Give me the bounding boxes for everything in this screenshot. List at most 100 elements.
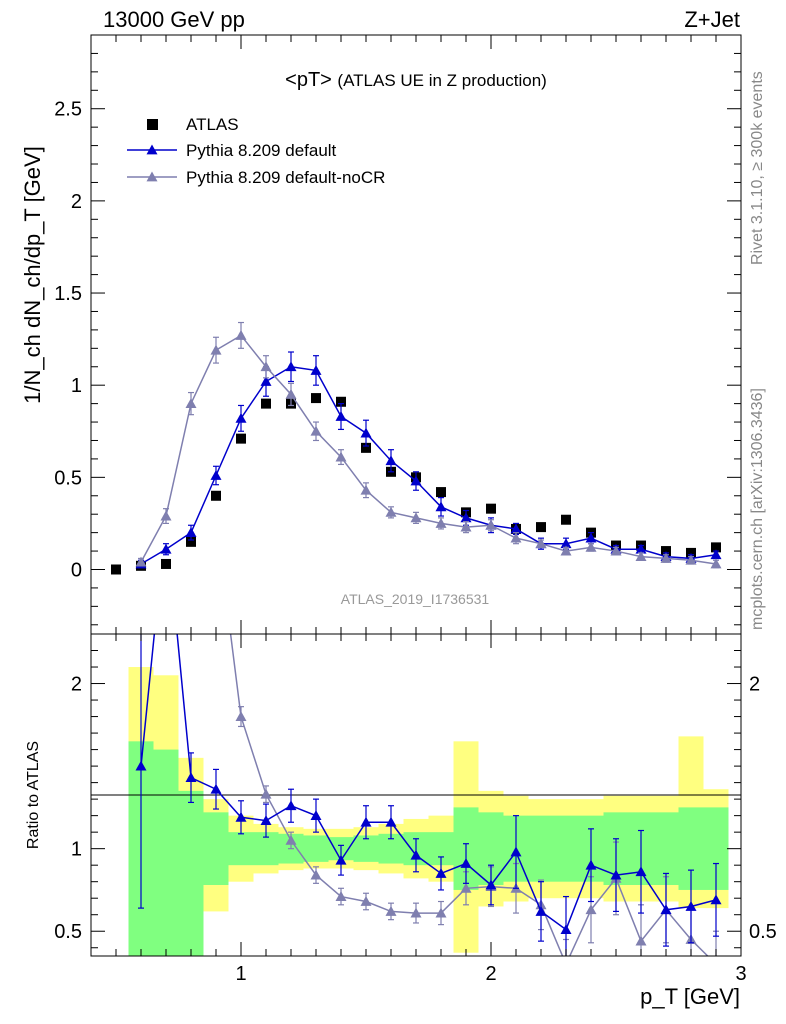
main-y-tick-label: 1 (71, 375, 82, 397)
main-point (535, 538, 547, 549)
x-tick-label: 3 (735, 963, 746, 985)
ratio-point (535, 905, 547, 916)
main-data-marks (111, 321, 722, 575)
ratio-point (710, 894, 722, 905)
main-point (435, 517, 447, 528)
ratio-point (211, 513, 222, 523)
ratio-point (185, 772, 197, 783)
main-point (335, 411, 347, 421)
main-point (310, 364, 322, 375)
ratio-point (460, 882, 472, 893)
ratio-point (635, 866, 647, 877)
main-point (485, 519, 497, 530)
main-point (635, 543, 647, 554)
main-y-tick-label: 0.5 (54, 467, 82, 489)
main-point (260, 375, 272, 386)
legend-label: Pythia 8.209 default (186, 141, 337, 160)
legend-swatch (146, 144, 158, 155)
legend-item-0: ATLAS (147, 115, 239, 134)
ratio-point (435, 867, 447, 878)
ratio-point (285, 800, 297, 811)
ratio-point (285, 834, 297, 845)
main-y-tick-label: 2.5 (54, 99, 82, 121)
main-point (561, 514, 571, 525)
ratio-point (235, 811, 247, 822)
legend: ATLAS Pythia 8.209 default Pythia 8.209 de… (127, 115, 385, 187)
ratio-point (510, 846, 522, 857)
main-point (210, 469, 222, 480)
main-point (185, 527, 197, 538)
main-ticks: 0 0.5 1 1.5 2 2.5 (54, 35, 742, 634)
legend-label: ATLAS (186, 115, 239, 134)
main-panel: 0 0.5 1 1.5 2 2.5 <pT> (ATLAS UE in Z product… (20, 34, 742, 635)
main-point (161, 558, 171, 569)
legend-item-1: Pythia 8.209 default (127, 141, 337, 160)
ratio-point (585, 904, 597, 915)
side-label-mcplots: mcplots.cern.ch [arXiv:1306.3436] (749, 388, 766, 630)
main-point (185, 398, 197, 409)
legend-swatch (147, 119, 158, 130)
green-band (153, 749, 179, 956)
ratio-point (711, 959, 722, 969)
ratio-point (335, 891, 347, 901)
legend-item-2: Pythia 8.209 default-noCR (127, 168, 385, 187)
main-point (360, 484, 372, 495)
ratio-point (561, 959, 572, 969)
main-point (536, 522, 546, 533)
ratio-point (485, 879, 497, 890)
ratio-point (660, 904, 672, 915)
main-point (435, 501, 447, 512)
main-point (261, 398, 271, 409)
ratio-y-tick-label: 2 (71, 674, 82, 696)
ratio-point (135, 760, 147, 771)
main-point (486, 503, 496, 514)
main-point (385, 455, 397, 466)
main-point (436, 487, 446, 498)
main-point (686, 547, 696, 558)
main-point (410, 512, 422, 523)
main-title: <pT> (ATLAS UE in Z production) (285, 69, 547, 91)
ratio-point (235, 711, 247, 721)
main-point (710, 549, 722, 560)
main-point (510, 523, 522, 534)
main-point (610, 545, 622, 556)
ratio-point (310, 810, 322, 821)
ratio-point (360, 816, 372, 827)
ratio-y-tick-label-right: 0.5 (749, 921, 777, 943)
header-right-label: Z+Jet (684, 7, 740, 32)
main-point (235, 329, 247, 340)
ratio-series-line (140, 634, 717, 931)
main-point (585, 541, 597, 552)
ratio-point (585, 859, 597, 870)
green-band (203, 812, 229, 885)
ratio-point (335, 854, 347, 865)
green-band (353, 835, 379, 862)
header-left-label: 13000 GeV pp (103, 7, 245, 32)
ratio-point (635, 935, 647, 946)
ratio-point (435, 907, 447, 918)
main-point (160, 510, 172, 521)
main-y-tick-label: 2 (71, 191, 82, 213)
ratio-series-0 (135, 634, 722, 956)
main-point (585, 532, 597, 543)
main-point (235, 412, 247, 423)
x-axis-label: p_T [GeV] (640, 984, 740, 1009)
main-point (336, 396, 346, 407)
main-series-1 (135, 351, 722, 569)
legend-label: Pythia 8.209 default-noCR (186, 168, 385, 187)
ratio-point (460, 858, 472, 868)
main-point (285, 388, 297, 399)
main-point (711, 542, 721, 553)
main-point (335, 451, 347, 462)
main-point (710, 558, 722, 569)
ratio-point (385, 816, 397, 827)
main-point (635, 551, 647, 561)
main-point (460, 512, 472, 523)
ratio-point (560, 924, 572, 934)
main-y-tick-label: 0 (71, 559, 82, 581)
main-point (236, 433, 246, 444)
green-band (303, 835, 329, 862)
main-point (660, 552, 672, 563)
main-series-line (140, 365, 717, 565)
x-tick-label: 2 (485, 963, 496, 985)
